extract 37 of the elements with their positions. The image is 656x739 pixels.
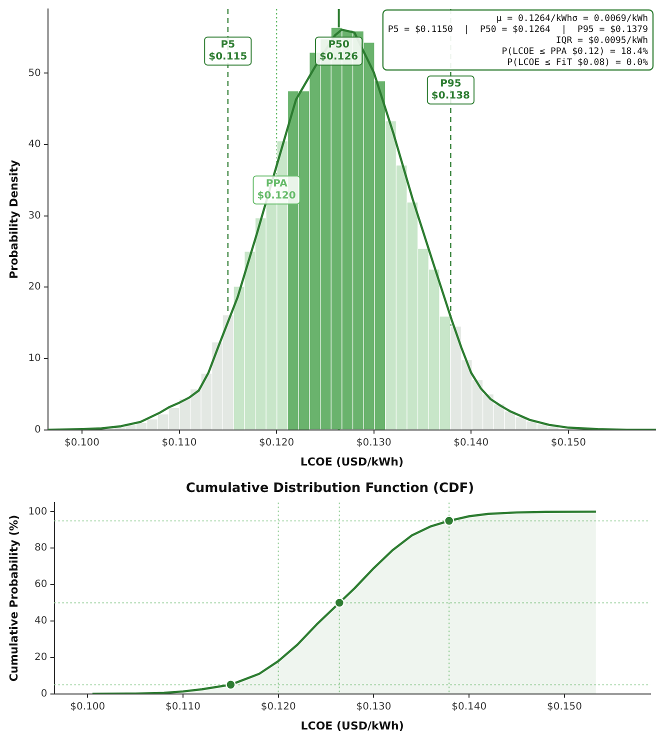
y-tick-label: 80: [34, 542, 48, 554]
x-tick-label: $0.140: [454, 437, 489, 448]
y-tick-label: 50: [28, 68, 41, 79]
ref-line-label: P50 $0.126: [320, 40, 358, 63]
y-tick-label: 20: [34, 652, 48, 663]
x-axis-title: LCOE (USD/kWh): [300, 719, 404, 732]
x-tick-label: $0.120: [259, 437, 294, 448]
x-tick-label: $0.100: [70, 701, 106, 712]
x-tick-label: $0.110: [162, 437, 197, 448]
ref-line-label: PPA $0.120: [257, 178, 296, 202]
y-tick-label: 20: [28, 282, 41, 293]
x-tick-label: $0.110: [166, 701, 201, 712]
x-tick-label: $0.150: [546, 701, 582, 712]
point: [334, 598, 345, 608]
annotation: μ = 0.1264/kWhσ = 0.0069/kWh P5 = $0.1150 | P50 = $0.1264 | P95 = $0.1379 IQR = $0.0095/kWh P(LCOE ≤ PPA $0.12) = 18.4% P(LCOE ≤ FiT $0.08) = 0.0%: [388, 14, 649, 68]
y-tick-label: 10: [28, 353, 41, 364]
y-tick-label: 0: [40, 688, 48, 700]
chart-title: Cumulative Distribution Function (CDF): [186, 481, 474, 496]
y-axis-title: Cumulative Probability (%): [7, 514, 20, 682]
ref-line-label: P95 $0.138: [431, 78, 470, 102]
x-tick-label: $0.100: [64, 437, 100, 448]
y-tick-label: 30: [28, 210, 41, 222]
point: [226, 680, 236, 690]
x-tick-label: $0.150: [550, 437, 586, 448]
y-tick-label: 40: [34, 616, 48, 627]
x-tick-label: $0.120: [260, 701, 296, 712]
x-tick-label: $0.130: [356, 437, 392, 448]
x-tick-label: $0.130: [356, 701, 392, 712]
y-tick-label: 100: [28, 506, 48, 518]
point: [444, 516, 454, 526]
x-axis-title: LCOE (USD/kWh): [300, 455, 404, 468]
ref-line-label: P5 $0.115: [208, 40, 248, 63]
y-tick-label: 0: [34, 424, 41, 436]
x-tick-label: $0.140: [452, 701, 487, 712]
y-tick-label: 40: [28, 139, 41, 150]
y-axis-title: Probability Density: [7, 160, 20, 279]
y-tick-label: 60: [34, 579, 48, 590]
